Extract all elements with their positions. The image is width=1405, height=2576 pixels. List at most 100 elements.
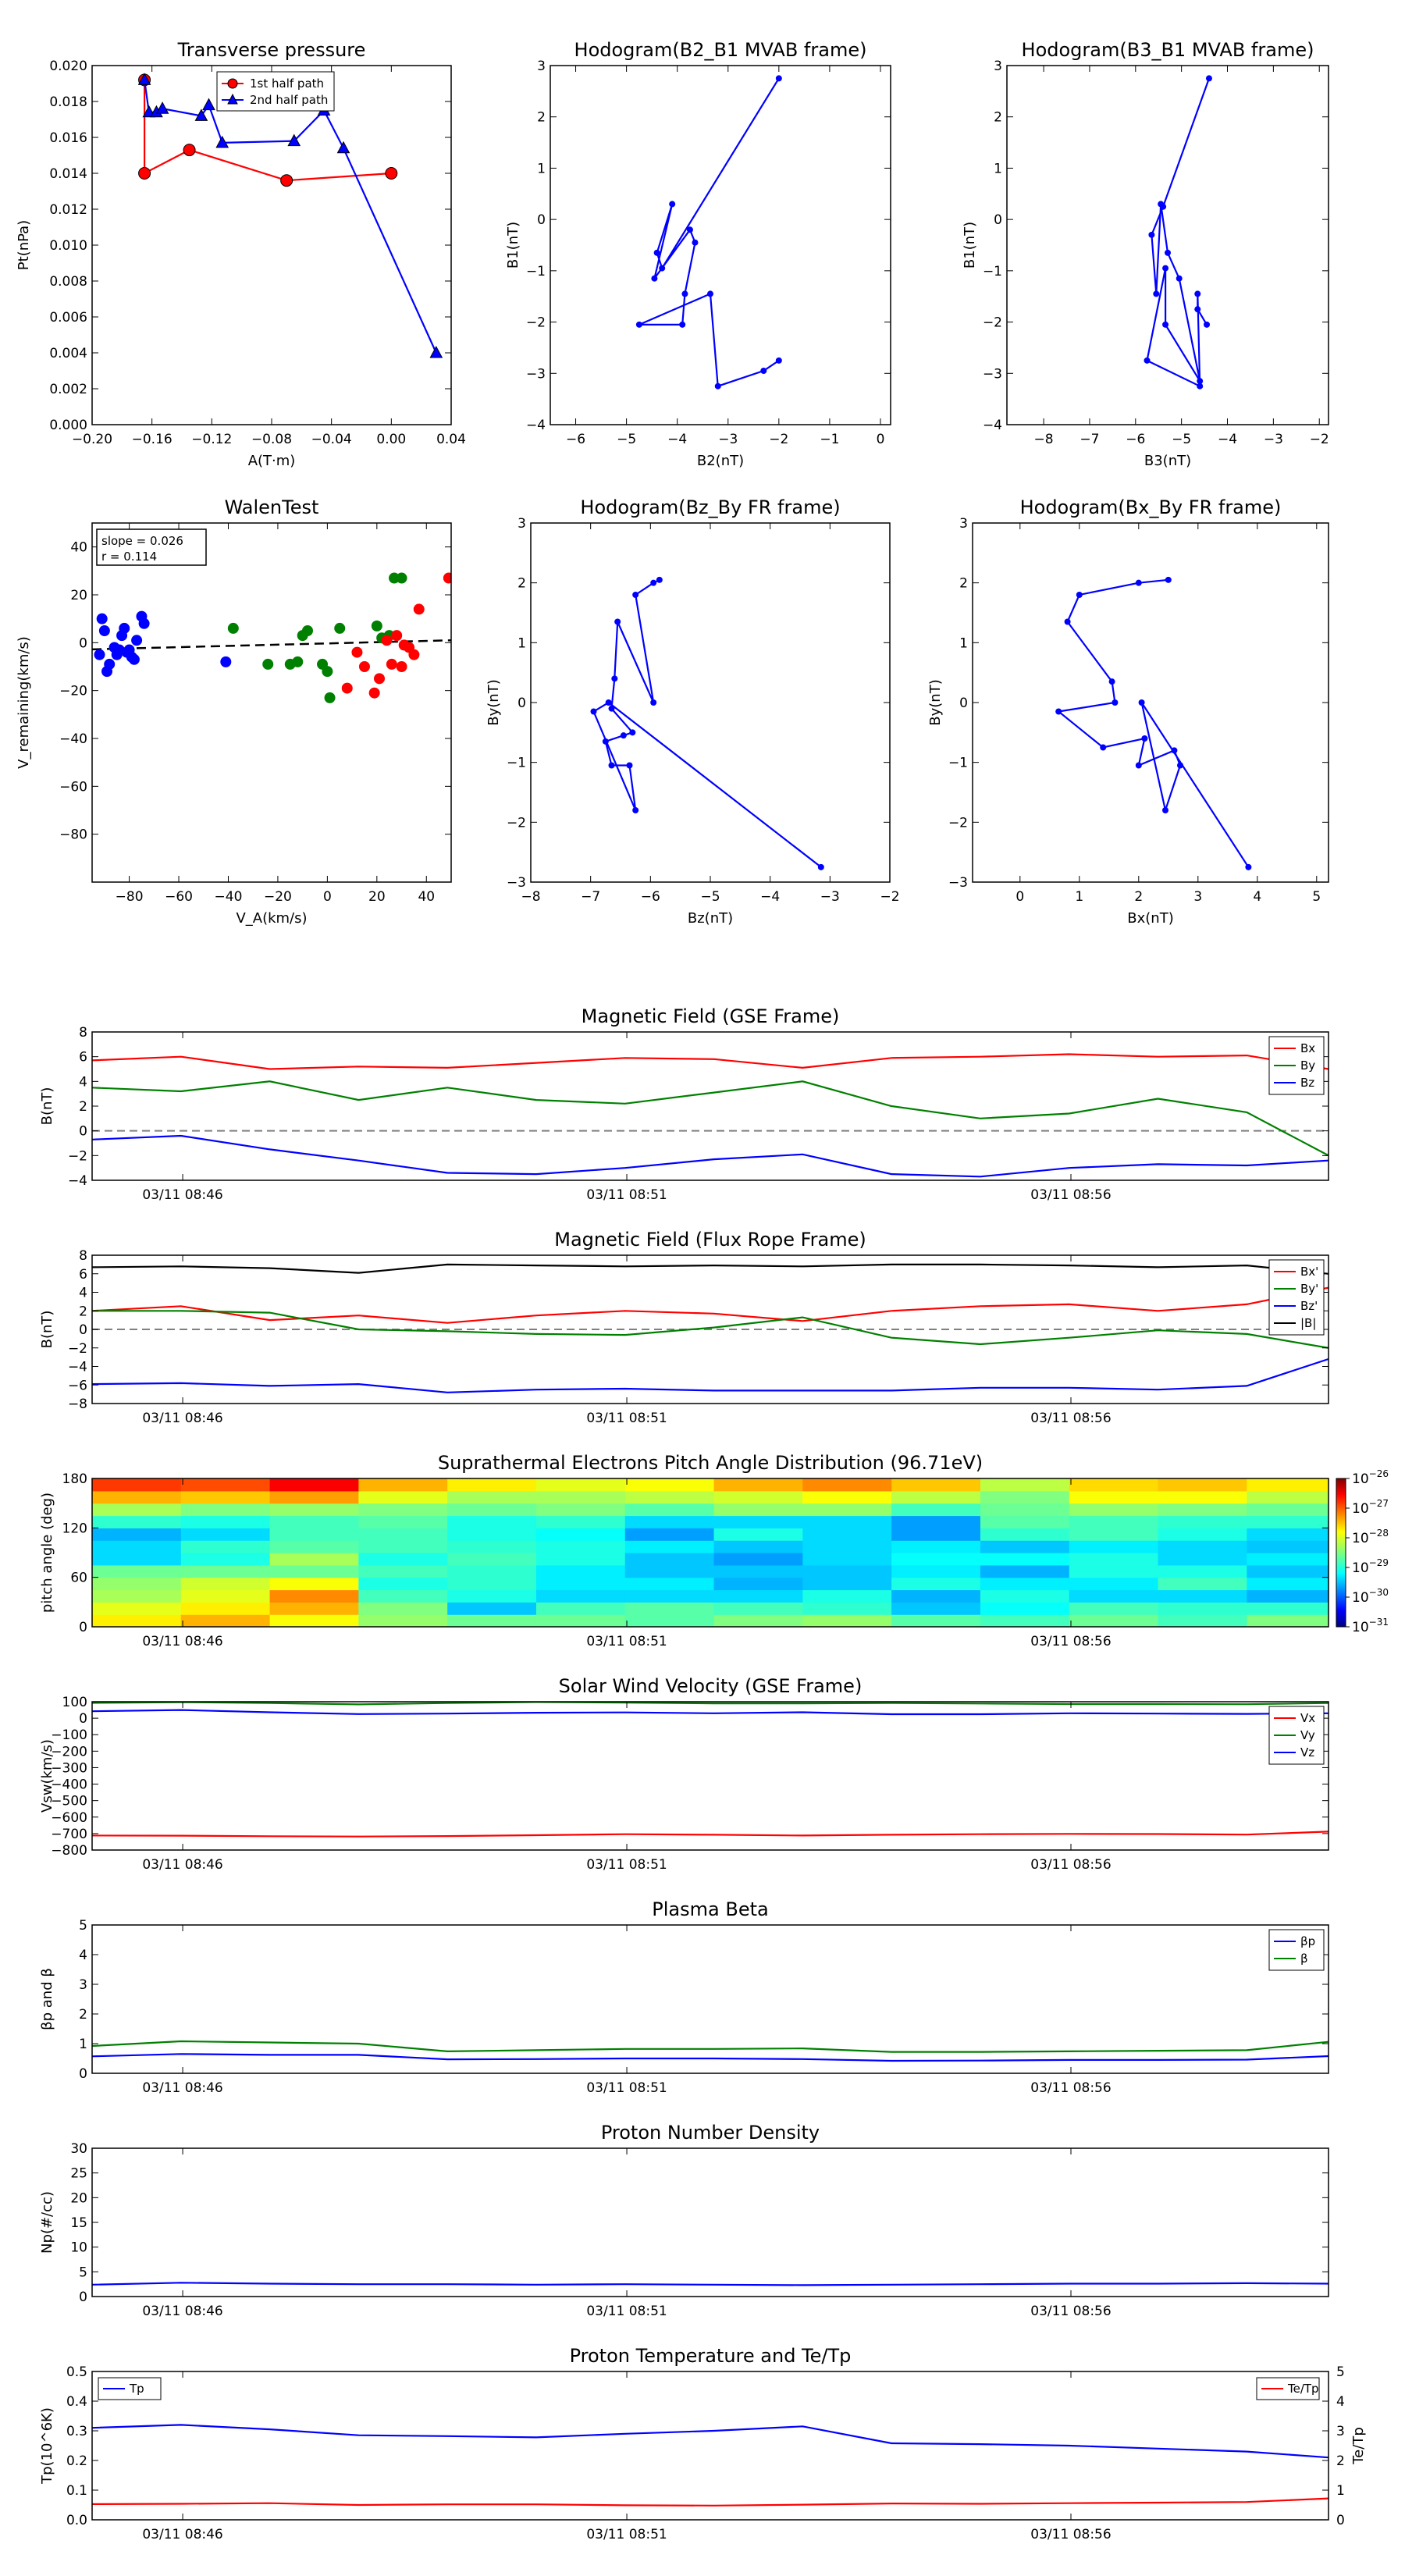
heatmap-cell (358, 1490, 448, 1504)
data-point (650, 579, 657, 586)
y2-tick-label: 4 (1336, 2394, 1345, 2410)
heatmap-cell (624, 1589, 715, 1603)
y-tick-label: 6 (79, 1267, 87, 1283)
y-tick-label: −3 (526, 366, 546, 382)
chart-hodogram-b3-b1: Hodogram(B3_B1 MVAB frame) −4 −3 −2 −1 0 1 2 3 −8… (962, 39, 1329, 469)
data-point (608, 705, 615, 712)
heatmap-cell (1158, 1528, 1247, 1541)
y-tick-label: −4 (983, 418, 1002, 433)
x-tick-label: −2 (769, 432, 788, 447)
series-line-0 (1146, 78, 1211, 388)
heatmap-cell (802, 1515, 892, 1528)
x-tick-label: 3 (1193, 889, 1202, 905)
heatmap-cell (447, 1478, 537, 1492)
chart-title: Magnetic Field (Flux Rope Frame) (554, 1229, 866, 1251)
colorbar-label: 10−28 (1352, 1528, 1389, 1546)
scatter-point (374, 673, 385, 685)
y2-tick-label: 2 (1336, 2453, 1345, 2469)
heatmap-cell (269, 1589, 359, 1603)
heatmap-cell (802, 1478, 892, 1492)
heatmap-cell (358, 1478, 448, 1492)
heatmap-cell (447, 1553, 537, 1566)
legend-label: Bz (1300, 1076, 1314, 1090)
x-tick-label: 0.00 (376, 432, 406, 447)
heatmap-cell (269, 1553, 359, 1566)
heatmap-cell (447, 1602, 537, 1615)
series-line-1 (92, 1310, 1329, 1349)
y-tick-label: −2 (68, 1341, 87, 1357)
scatter-point (371, 620, 382, 632)
series-line-1 (144, 80, 437, 354)
data-point (138, 167, 151, 180)
heatmap-cell (713, 1515, 803, 1528)
x-tick-label: 2 (1134, 889, 1143, 905)
y-tick-label: 2 (79, 1099, 87, 1115)
axes-frame (91, 65, 452, 425)
y-tick-label: 0.010 (49, 238, 87, 254)
y-tick-label: 0 (79, 635, 87, 651)
chart-title: WalenTest (225, 496, 319, 518)
heatmap-cell (447, 1540, 537, 1553)
heatmap-cell (1158, 1553, 1247, 1566)
heatmap-cell (92, 1478, 182, 1492)
heatmap-cell (802, 1614, 892, 1627)
y-tick-label: 0.020 (49, 59, 87, 74)
plot-area (590, 576, 824, 870)
x-tick-label: −4 (1218, 432, 1237, 447)
data-point (1162, 807, 1168, 813)
data-point (1177, 762, 1183, 769)
y-tick-label: 180 (62, 1471, 87, 1487)
heatmap-cell (92, 1577, 182, 1591)
data-point (1162, 321, 1169, 328)
heatmap-cell (802, 1540, 892, 1553)
scatter-point (368, 687, 380, 699)
legend-label: Te/Tp (1287, 2382, 1319, 2396)
heatmap-cell (180, 1577, 271, 1591)
scatter-point (358, 661, 370, 672)
y-tick-label: 1 (537, 161, 546, 176)
data-point (1194, 290, 1201, 297)
y-tick-label: −1 (526, 264, 546, 279)
data-point (1138, 699, 1145, 706)
data-point (1112, 699, 1119, 706)
heatmap-cell (1069, 1490, 1159, 1504)
plot-area (137, 73, 443, 358)
heatmap-cell (92, 1503, 182, 1517)
data-point (194, 109, 208, 121)
series-line-0 (92, 1053, 1329, 1070)
x-axis-label: Bz(nT) (688, 910, 733, 927)
x-tick-label: 5 (1312, 889, 1321, 905)
heatmap-cell (180, 1528, 271, 1541)
heatmap-cell (624, 1503, 715, 1517)
data-point (605, 699, 612, 706)
y-tick-label: 3 (537, 59, 546, 74)
heatmap-cell (802, 1553, 892, 1566)
scatter-point (341, 682, 353, 694)
y-tick-label: −800 (51, 1843, 87, 1859)
y-tick-label: 10 (70, 2240, 87, 2256)
x-tick-label: 03/11 08:51 (586, 2304, 667, 2319)
x-tick-label: −7 (1080, 432, 1099, 447)
data-point (155, 101, 169, 114)
y2-tick-label: 3 (1336, 2424, 1345, 2439)
x-tick-label: 03/11 08:56 (1030, 1857, 1111, 1873)
heatmap-cell (980, 1540, 1070, 1553)
x-tick-label: 1 (1075, 889, 1083, 905)
series-line-3 (92, 1263, 1329, 1275)
scatter-point (138, 617, 150, 629)
y-axis-label: Vsw(km/s) (39, 1739, 55, 1813)
scatter-point (302, 625, 313, 636)
data-point (686, 226, 693, 233)
x-tick-label: 03/11 08:56 (1030, 1411, 1111, 1426)
heatmap-cell (713, 1602, 803, 1615)
scatter-point (443, 572, 451, 584)
chart-transverse-pressure: Transverse pressure 0.000 0.002 0.004 0.006 0… (16, 39, 466, 469)
legend-label: By' (1300, 1282, 1318, 1296)
plot-area (92, 1702, 1329, 1838)
heatmap-cell (624, 1515, 715, 1528)
heatmap-cell (624, 1614, 715, 1627)
y-tick-label: −40 (59, 731, 87, 747)
x-tick-label: −8 (521, 889, 540, 905)
y-tick-label: −2 (68, 1148, 87, 1164)
data-point (137, 73, 151, 85)
